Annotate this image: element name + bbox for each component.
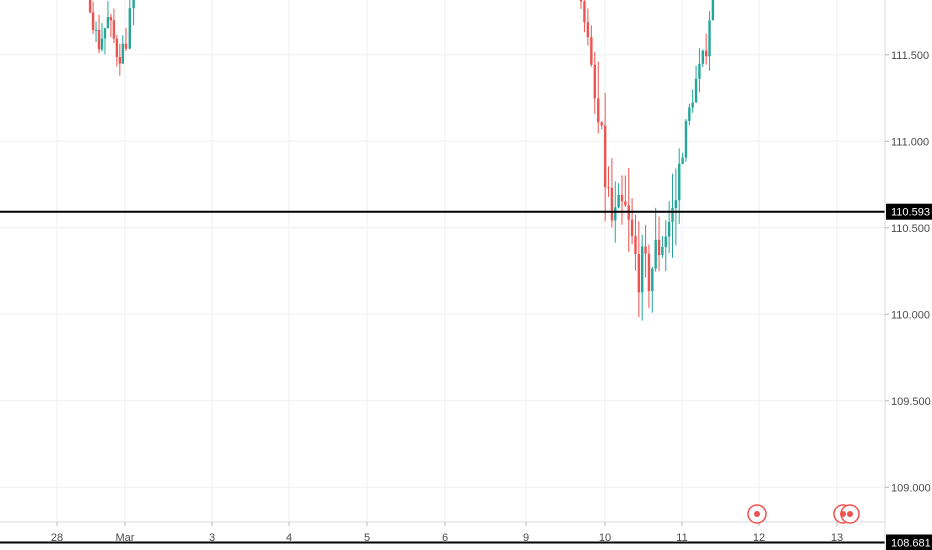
candle-body	[651, 268, 654, 292]
y-tick-label: 109.000	[891, 482, 931, 494]
y-tick-label: 111.500	[891, 50, 929, 62]
level-price-label-text: 110.593	[891, 207, 930, 219]
candle-body	[607, 187, 610, 189]
candle-body	[698, 63, 701, 79]
x-tick-label: 13	[831, 532, 843, 544]
candle-body	[94, 29, 98, 31]
candle-body	[593, 64, 597, 99]
candle-body	[91, 12, 95, 31]
horizontal-levels[interactable]	[0, 0, 885, 544]
candle-body	[610, 187, 614, 221]
candle-body	[661, 246, 664, 256]
candle-body	[691, 102, 694, 108]
candle-body	[115, 38, 119, 57]
candle-body	[711, 0, 715, 21]
y-tick-label: 110.000	[891, 309, 930, 321]
candle-body	[704, 50, 708, 57]
candle-body	[667, 221, 671, 237]
candle-body	[132, 0, 135, 9]
candle-body	[664, 236, 667, 247]
candle-body	[103, 28, 107, 39]
grid	[0, 0, 885, 522]
x-tick-label: 6	[442, 532, 448, 544]
candle-body	[708, 20, 711, 57]
candles	[88, 0, 715, 321]
x-tick-label: 9	[523, 532, 529, 544]
candle-body	[617, 194, 620, 208]
candle-body	[634, 236, 637, 254]
candle-body	[614, 207, 617, 221]
candle-body	[647, 253, 651, 292]
economic-event-marker[interactable]	[747, 504, 767, 524]
level-price-label-bg	[886, 203, 932, 220]
candle-body	[637, 253, 641, 293]
level-price-label: 108.681	[886, 534, 932, 550]
candle-body	[681, 157, 684, 164]
event-marker-3-dot	[847, 511, 853, 517]
candle-body	[100, 38, 104, 50]
candle-body	[124, 43, 128, 49]
y-tick-label: 109.500	[891, 396, 931, 408]
x-tick-label: 28	[51, 532, 63, 544]
candle-body	[88, 0, 92, 13]
y-tick-label: 111.000	[891, 136, 929, 148]
candle-body	[583, 1, 586, 23]
candle-body	[671, 207, 674, 222]
candle-body	[701, 50, 705, 64]
candle-body	[603, 125, 607, 188]
candle-body	[624, 201, 627, 206]
candle-body	[657, 239, 661, 256]
candle-body	[678, 163, 681, 201]
economic-event-marker-pair[interactable]	[833, 504, 860, 524]
time-axis[interactable]: 28 Mar 3 4 5 6 9 10 11 12 13	[51, 522, 843, 544]
candle-body	[121, 43, 125, 64]
candle-body	[109, 17, 113, 21]
x-tick-label: 12	[753, 532, 765, 544]
candle-body	[694, 78, 698, 103]
x-tick-label: 5	[364, 532, 370, 544]
candle-body	[97, 29, 101, 50]
x-tick-label: 4	[286, 532, 292, 544]
x-tick-label: Mar	[116, 532, 135, 544]
candle-body	[640, 246, 644, 293]
event-marker-1-dot	[754, 511, 760, 517]
candle-body	[688, 107, 691, 121]
candle-body	[674, 200, 678, 208]
candle-body	[597, 98, 600, 123]
candle-body	[128, 8, 132, 49]
x-tick-label: 10	[599, 532, 611, 544]
candle-body	[118, 56, 122, 64]
level-price-label-bg	[886, 534, 932, 550]
x-tick-label: 3	[209, 532, 215, 544]
candle-body	[654, 239, 657, 269]
candle-body	[684, 120, 688, 158]
candle-body	[600, 122, 603, 126]
candle-body	[112, 20, 116, 39]
candle-body	[579, 0, 583, 2]
candle-body	[590, 37, 593, 65]
level-price-label-text: 108.681	[891, 537, 931, 549]
candle-body	[620, 194, 624, 202]
level-price-label: 110.593	[886, 203, 932, 220]
x-tick-label: 11	[676, 532, 687, 544]
event-marker-2-dot	[840, 511, 846, 517]
y-tick-label: 110.500	[891, 223, 930, 235]
price-axis[interactable]: 114.500114.000113.500113.000112.500112.0…	[885, 0, 931, 494]
candle-body	[586, 22, 590, 38]
candle-body	[106, 17, 110, 29]
candle-body	[644, 246, 647, 254]
candle-body	[630, 219, 634, 237]
